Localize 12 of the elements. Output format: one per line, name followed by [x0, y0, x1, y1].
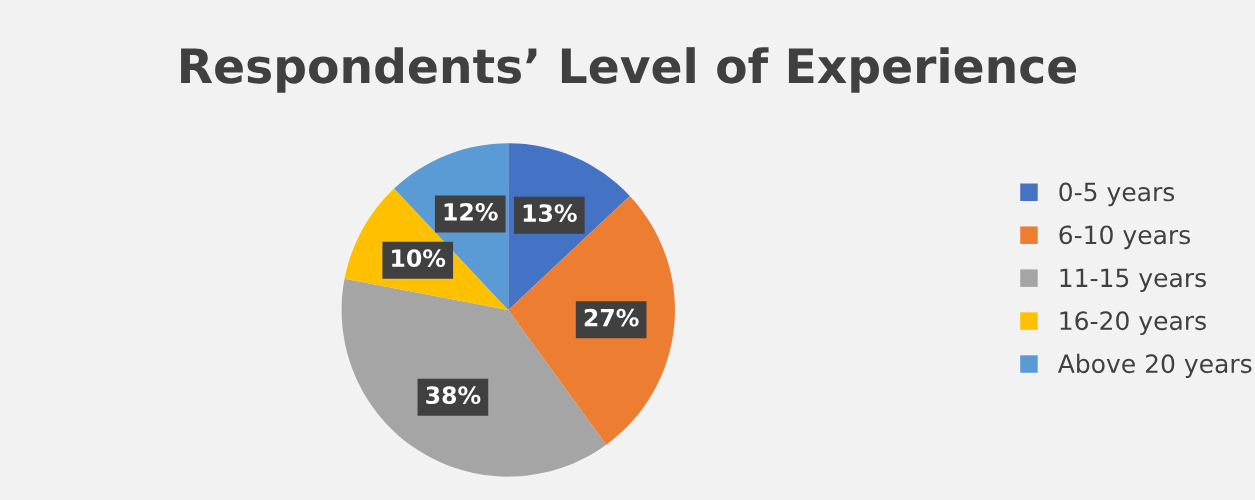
legend-label: 0-5 years — [1059, 182, 1175, 207]
pie-slice — [508, 195, 675, 445]
legend-label: 16-20 years — [1060, 311, 1206, 336]
legend-label: 6-10 years — [1059, 225, 1190, 250]
data-label: 27% — [584, 308, 639, 327]
chart-title: Respondents’ Level of Experience — [181, 47, 1076, 93]
data-label: 13% — [523, 204, 577, 223]
data-label: 10% — [392, 249, 446, 268]
legend-label: 11-15 years — [1060, 268, 1206, 293]
legend-label: Above 20 years — [1057, 353, 1252, 378]
data-label: 38% — [426, 386, 481, 405]
data-label: 12% — [444, 202, 498, 221]
